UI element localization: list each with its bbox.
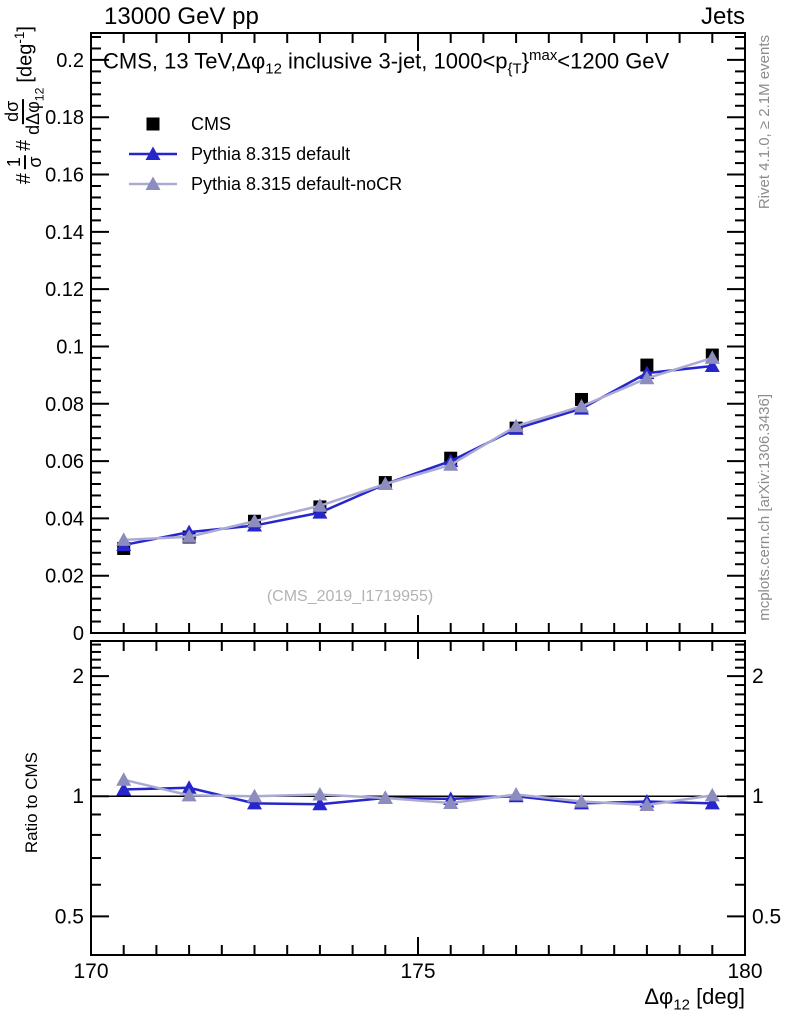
data-point-pythia-8.315-default-nocr (443, 457, 459, 471)
pythia-default-marker-icon (129, 146, 177, 160)
plot-title: CMS, 13 TeV,Δφ12 inclusive 3-jet, 1000<p… (103, 47, 670, 78)
data-point-pythia-8.315-default (312, 505, 328, 519)
data-point-pythia-8.315-default-nocr (639, 797, 655, 811)
data-point-pythia-8.315-default-nocr (312, 498, 328, 512)
data-point-pythia-8.315-default-nocr (574, 794, 589, 808)
data-point-pythia-8.315-default-nocr (704, 350, 720, 364)
data-point-pythia-8.315-default-nocr (181, 787, 197, 802)
legend-label-pythia-nocr: Pythia 8.315 default-noCR (191, 173, 403, 194)
data-point-cms (640, 358, 654, 372)
ratio-y-tick-label: 0.5 (55, 905, 84, 928)
data-point-pythia-8.315-default-nocr (377, 476, 393, 491)
y-tick-label: 0 (73, 623, 84, 645)
rivet-version-note: Rivet 4.1.0, ≥ 2.1M events (756, 35, 773, 210)
series-line-pythia-8.315-default-nocr (123, 356, 713, 542)
data-point-pythia-8.315-default-nocr (508, 787, 524, 801)
ratio-y-tick-label: 2 (72, 665, 84, 688)
ratio-y-tick-label: 1 (72, 785, 84, 808)
data-point-pythia-8.315-default-nocr (181, 529, 197, 543)
legend-item-pythia-default: Pythia 8.315 default (128, 141, 350, 167)
watermark: (CMS_2019_I1719955) (266, 588, 434, 605)
main-y-axis-label: #1 σ # dσ dΔφ12 [deg-1] (2, 26, 47, 185)
series-line-pythia-8.315-default-nocr (123, 778, 713, 807)
y-tick-label: 0.08 (45, 394, 84, 416)
analysis-group-label: Jets (700, 3, 745, 30)
data-point-pythia-8.315-default-nocr (247, 788, 262, 803)
legend-item-cms: CMS (128, 111, 231, 137)
legend-marker-shape (145, 176, 161, 190)
x-tick-label: 180 (727, 960, 762, 983)
y-tick-label: 0.16 (45, 165, 84, 187)
legend-marker-shape (146, 117, 160, 131)
data-point-pythia-8.315-default (704, 358, 720, 372)
data-point-pythia-8.315-default (116, 781, 132, 796)
data-point-pythia-8.315-default-nocr (116, 532, 132, 546)
x-tick-label: 170 (73, 960, 108, 983)
mcplots-reference-note: mcplots.cern.ch [arXiv:1306.3436] (756, 394, 773, 621)
y-tick-label: 0.12 (45, 279, 84, 301)
y-tick-label: 0.04 (45, 508, 84, 530)
data-point-pythia-8.315-default (704, 795, 720, 810)
legend-label-cms: CMS (191, 113, 231, 134)
series-line-pythia-8.315-default (123, 364, 713, 547)
cms-marker-icon (146, 117, 160, 131)
y-tick-label: 0.06 (45, 451, 84, 473)
y-tick-label: 0.18 (45, 107, 84, 129)
data-point-pythia-8.315-default-nocr (704, 787, 720, 802)
ratio-y-tick-label-right: 1 (752, 785, 764, 808)
data-point-pythia-8.315-default-nocr (312, 787, 328, 801)
y-tick-label: 0.02 (45, 566, 84, 588)
pythia-nocr-marker-icon (129, 176, 177, 190)
data-point-pythia-8.315-default-nocr (377, 790, 393, 804)
x-axis-label: Δφ12 [deg] (644, 984, 745, 1014)
legend-label-pythia-default: Pythia 8.315 default (191, 143, 351, 164)
ratio-y-tick-label-right: 0.5 (752, 905, 781, 928)
y-tick-label: 0.2 (56, 50, 84, 72)
y-tick-label: 0.1 (56, 336, 84, 358)
data-point-pythia-8.315-default-nocr (574, 398, 589, 413)
data-point-pythia-8.315-default (181, 780, 197, 794)
beam-energy-label: 13000 GeV pp (104, 3, 259, 30)
legend-marker-shape (145, 146, 161, 160)
ratio-y-tick-label-right: 2 (752, 665, 764, 688)
data-point-pythia-8.315-default-nocr (508, 418, 524, 433)
data-point-pythia-8.315-default (312, 796, 328, 811)
data-point-pythia-8.315-default-nocr (247, 513, 262, 528)
data-point-pythia-8.315-default (247, 795, 262, 810)
y-tick-label: 0.14 (45, 222, 84, 244)
ratio-y-axis-label: Ratio to CMS (22, 752, 41, 854)
legend-item-pythia-nocr: Pythia 8.315 default-noCR (128, 171, 402, 197)
data-point-pythia-8.315-default-nocr (116, 772, 132, 786)
data-point-pythia-8.315-default-nocr (639, 370, 655, 385)
data-point-pythia-8.315-default-nocr (443, 795, 459, 809)
x-tick-label: 175 (400, 960, 435, 983)
